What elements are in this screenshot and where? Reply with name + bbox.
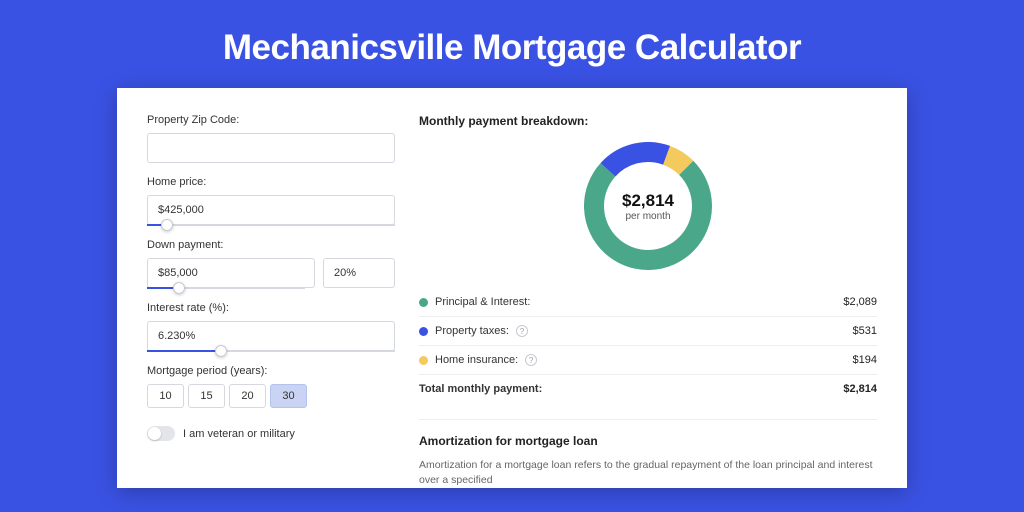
home-price-group: Home price:: [147, 176, 395, 226]
veteran-label: I am veteran or military: [183, 428, 295, 440]
legend: Principal & Interest: $2,089 Property taxe…: [419, 288, 877, 403]
zip-input[interactable]: [147, 133, 395, 163]
veteran-toggle[interactable]: [147, 426, 175, 441]
period-button-30[interactable]: 30: [270, 384, 307, 408]
page-title: Mechanicsville Mortgage Calculator: [0, 0, 1024, 88]
form-panel: Property Zip Code: Home price: Down paym…: [147, 114, 395, 488]
down-payment-input[interactable]: [147, 258, 315, 288]
interest-rate-slider-fill: [147, 350, 221, 352]
down-payment-label: Down payment:: [147, 239, 395, 251]
breakdown-panel: Monthly payment breakdown: $2,814 per mo…: [419, 114, 877, 488]
legend-label: Principal & Interest:: [435, 296, 530, 308]
breakdown-title: Monthly payment breakdown:: [419, 114, 877, 128]
legend-label: Property taxes:: [435, 325, 509, 337]
interest-rate-label: Interest rate (%):: [147, 302, 395, 314]
amortization-section: Amortization for mortgage loan Amortizat…: [419, 419, 877, 487]
home-price-input[interactable]: [147, 195, 395, 225]
legend-label: Home insurance:: [435, 354, 518, 366]
period-button-20[interactable]: 20: [229, 384, 266, 408]
legend-value: $531: [853, 325, 877, 337]
calculator-card: Property Zip Code: Home price: Down paym…: [117, 88, 907, 488]
legend-value: $194: [853, 354, 877, 366]
info-icon[interactable]: ?: [525, 354, 537, 366]
down-payment-slider[interactable]: [147, 287, 305, 289]
donut-wrap: $2,814 per month: [419, 142, 877, 270]
down-payment-pct-input[interactable]: [323, 258, 395, 288]
donut-center: $2,814 per month: [584, 142, 712, 270]
period-buttons: 10152030: [147, 384, 395, 408]
zip-label: Property Zip Code:: [147, 114, 395, 126]
interest-rate-group: Interest rate (%):: [147, 302, 395, 352]
legend-row: Principal & Interest: $2,089: [419, 288, 877, 317]
period-button-15[interactable]: 15: [188, 384, 225, 408]
legend-value: $2,089: [843, 296, 877, 308]
legend-row: Home insurance:? $194: [419, 346, 877, 375]
zip-group: Property Zip Code:: [147, 114, 395, 163]
amortization-title: Amortization for mortgage loan: [419, 434, 877, 448]
legend-total-label: Total monthly payment:: [419, 383, 542, 395]
info-icon[interactable]: ?: [516, 325, 528, 337]
legend-row: Property taxes:? $531: [419, 317, 877, 346]
legend-dot: [419, 356, 428, 365]
home-price-slider-thumb[interactable]: [161, 219, 173, 231]
period-group: Mortgage period (years): 10152030: [147, 365, 395, 408]
donut-chart: $2,814 per month: [584, 142, 712, 270]
interest-rate-slider-thumb[interactable]: [215, 345, 227, 357]
interest-rate-input[interactable]: [147, 321, 395, 351]
donut-per-month: per month: [625, 211, 670, 222]
legend-dot: [419, 298, 428, 307]
veteran-row: I am veteran or military: [147, 426, 395, 441]
legend-dot: [419, 327, 428, 336]
period-button-10[interactable]: 10: [147, 384, 184, 408]
interest-rate-slider[interactable]: [147, 350, 395, 352]
amortization-text: Amortization for a mortgage loan refers …: [419, 458, 877, 487]
down-payment-slider-thumb[interactable]: [173, 282, 185, 294]
home-price-label: Home price:: [147, 176, 395, 188]
donut-amount: $2,814: [622, 191, 674, 211]
home-price-slider[interactable]: [147, 224, 395, 226]
veteran-toggle-knob: [148, 427, 161, 440]
down-payment-group: Down payment:: [147, 239, 395, 289]
legend-total-value: $2,814: [843, 383, 877, 395]
legend-total-row: Total monthly payment: $2,814: [419, 375, 877, 403]
period-label: Mortgage period (years):: [147, 365, 395, 377]
